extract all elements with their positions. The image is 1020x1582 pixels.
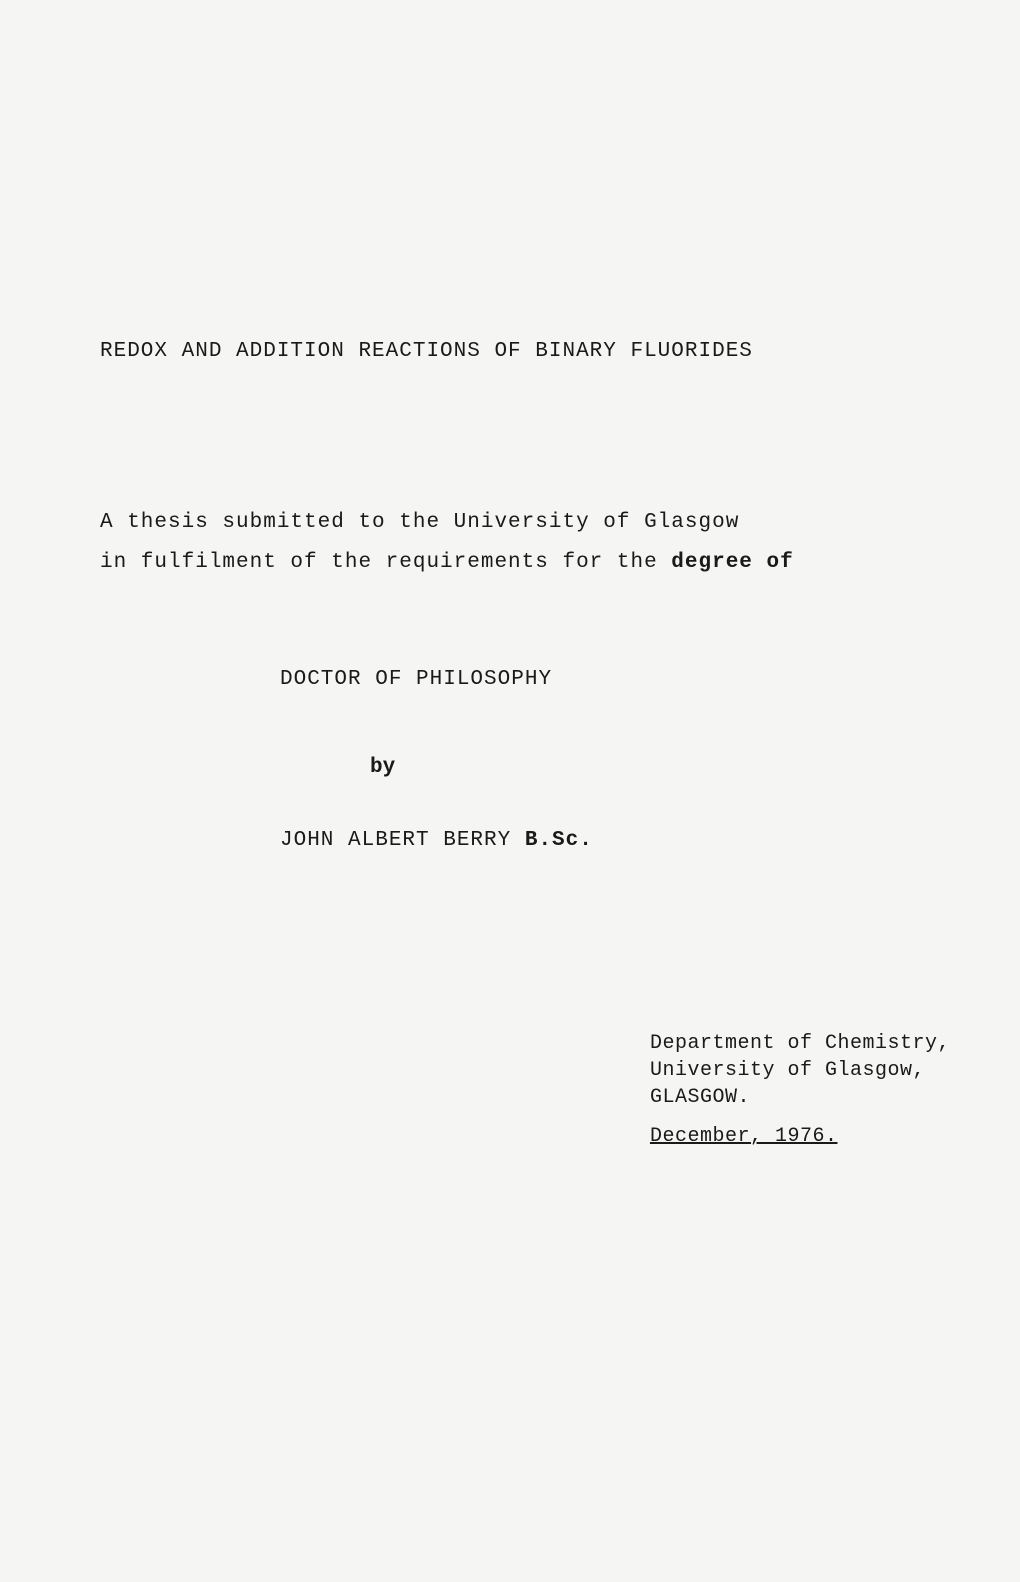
- department-line1: Department of Chemistry,: [650, 1030, 950, 1057]
- department-line2: University of Glasgow,: [650, 1057, 950, 1084]
- author-name: JOHN ALBERT BERRY: [280, 829, 525, 852]
- degree-title: DOCTOR OF PHILOSOPHY: [280, 668, 940, 691]
- thesis-title-page: REDOX AND ADDITION REACTIONS OF BINARY F…: [0, 0, 1020, 1582]
- thesis-date: December, 1976.: [650, 1123, 950, 1150]
- thesis-statement-line1: A thesis submitted to the University of …: [100, 503, 940, 543]
- department-block: Department of Chemistry, University of G…: [650, 1030, 950, 1150]
- thesis-title: REDOX AND ADDITION REACTIONS OF BINARY F…: [100, 340, 940, 363]
- department-line3: GLASGOW.: [650, 1084, 950, 1111]
- author-suffix: B.Sc.: [525, 829, 593, 852]
- thesis-statement-line2: in fulfilment of the requirements for th…: [100, 543, 940, 583]
- author-line: JOHN ALBERT BERRY B.Sc.: [280, 829, 940, 852]
- thesis-statement-bold: degree of: [671, 551, 793, 574]
- thesis-statement-prefix: in fulfilment of the requirements for th…: [100, 551, 671, 574]
- by-label: by: [370, 756, 940, 779]
